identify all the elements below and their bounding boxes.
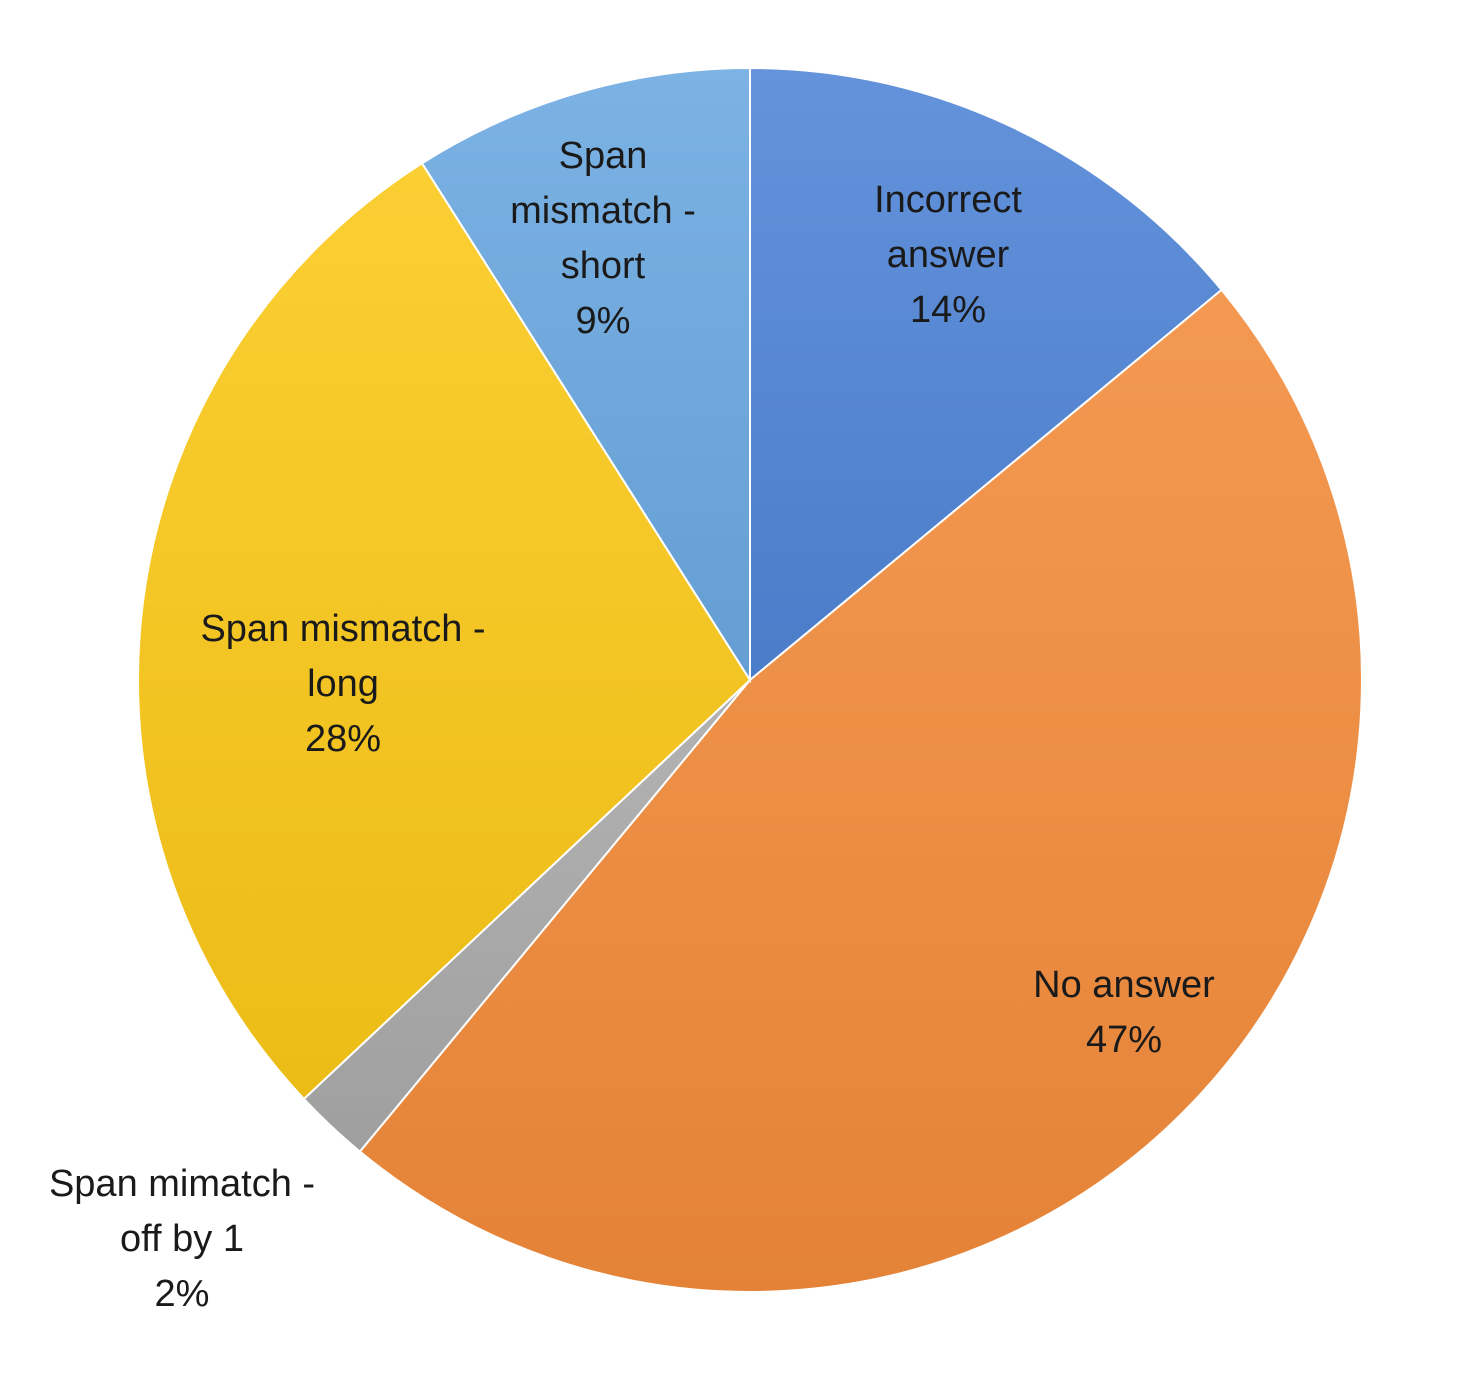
slice-name-line: No answer xyxy=(1033,964,1215,1006)
labels-layer: Incorrect answer 14% No answer 47% Span mimat… xyxy=(49,135,1215,1315)
slice-value-label: 28% xyxy=(305,718,381,760)
slice-name-line: answer xyxy=(887,234,1010,276)
pie-slice xyxy=(358,288,1363,1293)
slice-name-line: off by 1 xyxy=(120,1218,244,1260)
slice-name-line: Span xyxy=(559,135,648,177)
slice-name-line: Span mimatch - xyxy=(49,1163,315,1205)
slice-value-label: 9% xyxy=(576,300,631,342)
slice-value-label: 2% xyxy=(155,1273,210,1315)
slice-name-line: Incorrect xyxy=(874,179,1022,221)
slice-name-line: mismatch - xyxy=(510,190,696,232)
slice-label: Span mismatch - long 28% xyxy=(200,608,485,760)
slice-label: Span mismatch - short 9% xyxy=(510,135,696,342)
slice-label: Span mimatch - off by 1 2% xyxy=(49,1163,315,1315)
slice-name-line: short xyxy=(561,245,646,287)
pie-slice xyxy=(420,66,751,684)
slice-name-line: long xyxy=(307,663,379,705)
slice-name-line: Span mismatch - xyxy=(200,608,485,650)
slice-value-label: 14% xyxy=(910,289,986,331)
slice-label: No answer 47% xyxy=(1033,964,1215,1061)
pie-slice xyxy=(749,66,1223,683)
pie-slice xyxy=(137,161,752,1101)
slices-layer xyxy=(137,66,1363,1293)
slice-label: Incorrect answer 14% xyxy=(874,179,1022,331)
slice-value-label: 47% xyxy=(1086,1019,1162,1061)
